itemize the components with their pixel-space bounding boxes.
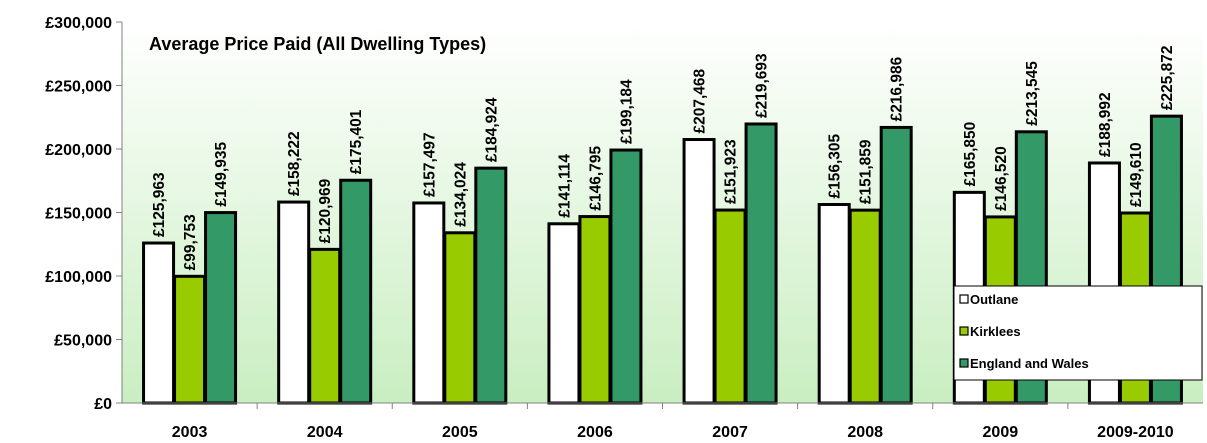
legend-swatch	[959, 294, 969, 304]
data-label: £207,468	[692, 68, 709, 133]
y-tick-label: £50,000	[54, 333, 112, 350]
data-label: £125,963	[151, 172, 168, 237]
data-label: £141,114	[556, 154, 573, 218]
data-label-layer: £125,963 £99,753 £149,935 £158,222 £120,969 £…	[151, 45, 1176, 270]
data-label: £213,545	[1024, 61, 1041, 126]
y-tick-label: £200,000	[45, 142, 112, 159]
x-tick-label: 2006	[577, 424, 613, 441]
x-tick-label: 2008	[847, 424, 883, 441]
data-label: £157,497	[421, 132, 438, 197]
data-label: £219,693	[754, 53, 771, 118]
bar-kirklees	[578, 215, 612, 405]
y-tick-label: £150,000	[45, 206, 112, 223]
bar-england-and-wales	[339, 178, 373, 405]
data-label: £225,872	[1159, 45, 1176, 110]
bar-outlane	[412, 201, 446, 405]
x-tick-label: 2004	[307, 424, 343, 441]
bar-outlane	[817, 202, 851, 405]
data-label: £120,969	[317, 178, 334, 243]
y-tick-label: £0	[94, 396, 112, 413]
data-label: £156,305	[827, 133, 844, 198]
bar-outlane	[682, 138, 716, 405]
y-tick-label: £100,000	[45, 269, 112, 286]
x-tick-label: 2009-2010	[1097, 424, 1174, 441]
data-label: £134,024	[452, 162, 469, 227]
legend: Outlane Kirklees England and Wales	[953, 285, 1203, 381]
bar-kirklees	[713, 208, 747, 405]
bar-kirklees	[848, 208, 882, 405]
data-label: £175,401	[348, 109, 365, 174]
data-label: £146,520	[993, 146, 1010, 211]
data-label: £149,935	[213, 142, 230, 207]
bar-outlane	[277, 200, 311, 405]
y-tick-label: £250,000	[45, 79, 112, 96]
data-label: £151,923	[723, 139, 740, 204]
data-label: £158,222	[286, 131, 303, 196]
legend-box	[953, 285, 1203, 381]
bar-england-and-wales	[879, 125, 913, 405]
bar-england-and-wales	[744, 122, 778, 405]
bar-kirklees	[443, 231, 477, 405]
data-label: £99,753	[182, 214, 199, 270]
data-label: £184,924	[483, 97, 500, 162]
bar-england-and-wales	[474, 166, 508, 405]
bar-england-and-wales	[609, 148, 643, 405]
chart-title: Average Price Paid (All Dwelling Types)	[149, 34, 486, 54]
x-tick-label: 2009	[983, 424, 1019, 441]
data-label: £165,850	[962, 122, 979, 187]
data-label: £149,610	[1128, 142, 1145, 207]
bar-outlane	[142, 241, 176, 405]
bar-kirklees	[173, 274, 207, 405]
data-label: £151,859	[858, 139, 875, 204]
bar-outlane	[547, 222, 581, 405]
data-label: £199,184	[618, 79, 635, 144]
bar-england-and-wales	[204, 211, 238, 405]
x-tick-label: 2005	[442, 424, 478, 441]
bar-kirklees	[308, 247, 342, 405]
x-tick-label: 2007	[712, 424, 748, 441]
legend-label: Kirklees	[970, 324, 1021, 339]
data-label: £146,795	[587, 146, 604, 211]
legend-swatch	[959, 326, 969, 336]
y-tick-label: £300,000	[45, 15, 112, 32]
data-label: £216,986	[889, 56, 906, 121]
legend-label: Outlane	[970, 292, 1018, 307]
x-tick-label: 2003	[172, 424, 208, 441]
legend-swatch	[959, 358, 969, 368]
legend-label: England and Wales	[970, 356, 1089, 371]
axis-layer: £0 £50,000 £100,000 £150,000 £200,000 £250,00…	[45, 15, 1203, 441]
data-label: £188,992	[1097, 92, 1114, 157]
